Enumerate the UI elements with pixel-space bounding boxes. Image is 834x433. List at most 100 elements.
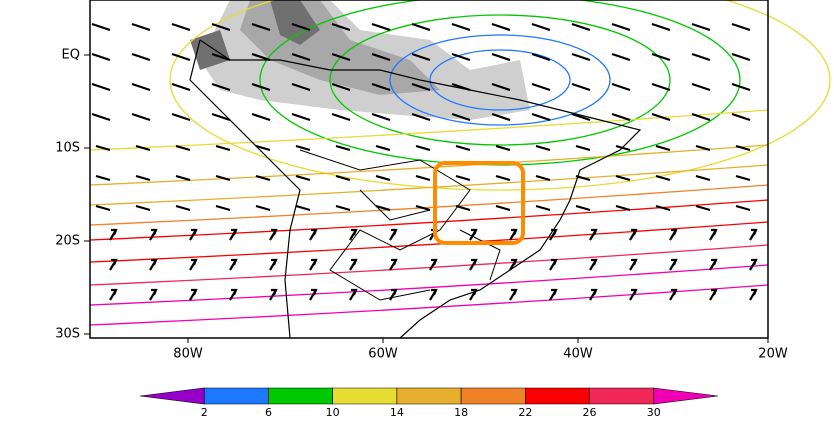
wind-arrow [171,82,191,92]
colorbar-label: 26 [583,406,597,419]
wind-arrow [375,204,391,212]
wind-arrow [611,82,631,92]
wind-arrow [695,174,711,182]
wind-arrow [455,144,471,152]
streamline [89,199,769,241]
wind-arrow [95,144,111,152]
wind-arrow [295,144,311,152]
wind-arrow [91,82,111,92]
wind-arrow [269,288,278,301]
colorbar-label: 6 [265,406,272,419]
wind-arrow [451,52,471,62]
wind-arrow [531,52,551,62]
wind-arrow [251,52,271,62]
streamline [89,221,769,263]
wind-arrow [469,288,478,301]
wind-arrow [629,258,638,271]
wind-arrow [651,112,671,122]
wind-arrow [109,288,118,301]
wind-arrow [731,82,751,92]
wind-arrow [375,144,391,152]
wind-arrow [549,288,558,301]
wind-arrow [171,112,191,122]
wind-arrow [709,288,718,301]
wind-arrow [95,174,111,182]
colorbar-segment [332,387,398,405]
wind-arrow [655,144,671,152]
wind-arrow [211,112,231,122]
wind-arrow [95,204,111,212]
wind-arrow [135,174,151,182]
wind-arrow [91,112,111,122]
wind-arrow [629,288,638,301]
wind-arrow [291,22,311,32]
wind-arrow [531,22,551,32]
wind-arrow [709,258,718,271]
wind-arrow [731,22,751,32]
wind-arrow [349,228,358,241]
wind-arrow [429,288,438,301]
lat-label: 20S [55,234,80,249]
wind-arrow [211,52,231,62]
wind-arrow [509,228,518,241]
wind-arrow [495,144,511,152]
wind-arrow [669,228,678,241]
wind-arrow [331,82,351,92]
wind-arrow [691,112,711,122]
wind-arrow [491,22,511,32]
wind-arrow [509,258,518,271]
wind-arrow [131,22,151,32]
coastline [189,39,642,339]
wind-arrow [109,258,118,271]
wind-arrow [149,228,158,241]
colorbar-segment [203,387,269,405]
wind-arrow [255,204,271,212]
wind-arrow [335,174,351,182]
wind-arrow [691,52,711,62]
wind-arrow [589,288,598,301]
colorbar-label: 2 [201,406,208,419]
lon-label: 60W [368,347,398,362]
colorbar-segment [139,387,205,405]
wind-arrow [131,82,151,92]
wind-arrow [451,112,471,122]
wind-arrow [669,258,678,271]
wind-arrow [135,204,151,212]
wind-arrow [571,112,591,122]
wind-arrow [189,258,198,271]
lon-label: 40W [563,347,593,362]
wind-arrow [335,204,351,212]
wind-arrow [651,52,671,62]
wind-arrow [291,82,311,92]
wind-arrow [309,288,318,301]
wind-arrow [509,288,518,301]
wind-arrow [531,82,551,92]
wind-arrow [109,228,118,241]
streamline [169,0,831,191]
wind-arrow [269,228,278,241]
wind-arrow [415,204,431,212]
wind-arrow [615,144,631,152]
wind-arrow [229,228,238,241]
wind-arrow [571,82,591,92]
colorbar-segment [268,387,333,405]
wind-arrow [211,82,231,92]
map-frame [89,0,769,339]
wind-arrow [215,174,231,182]
wind-arrow [495,204,511,212]
wind-arrow [291,52,311,62]
wind-arrow [651,82,671,92]
wind-arrow [655,174,671,182]
wind-arrow [615,204,631,212]
wind-arrow [331,112,351,122]
wind-arrow [615,174,631,182]
wind-arrow [389,228,398,241]
wind-arrow [749,258,758,271]
wind-arrow [189,228,198,241]
colorbar-segment [460,387,526,405]
colorbar-segment [396,387,462,405]
wind-arrow [255,174,271,182]
streamline [89,264,769,306]
wind-arrow [411,22,431,32]
wind-arrow [455,174,471,182]
